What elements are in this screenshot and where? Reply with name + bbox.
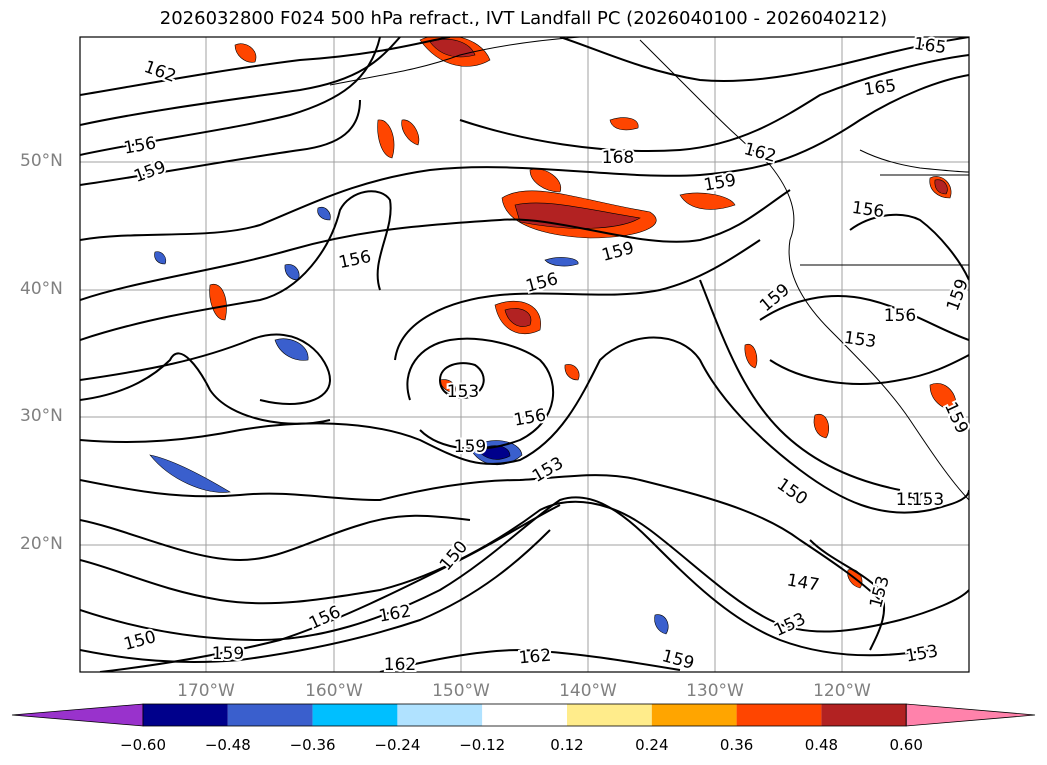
warm-patch (529, 168, 562, 193)
colorbar-tick-label: 0.24 (635, 736, 669, 754)
lon-label-130w: 130°W (686, 681, 744, 701)
contour-label: 153 (912, 490, 944, 510)
colorbar-tick-label: −0.12 (459, 736, 506, 754)
colorbar-segment (143, 704, 228, 726)
cool-patch (654, 614, 669, 635)
warm-patch (439, 379, 456, 393)
colorbar-segment (312, 704, 398, 726)
colorbar (11, 703, 1036, 727)
warm-patch (564, 364, 580, 381)
warm-core (934, 179, 948, 195)
lon-label-170w: 170°W (177, 681, 235, 701)
contour-label: 162 (518, 646, 552, 669)
warm-patch (234, 43, 257, 63)
lat-label-40n: 40°N (20, 279, 63, 299)
contour-label: 159 (212, 644, 244, 664)
warm-patch (401, 119, 420, 146)
map-title: 2026032800 F024 500 hPa refract., IVT La… (159, 8, 888, 29)
colorbar-tick-label: 0.36 (719, 736, 754, 754)
colorbar-segment (482, 704, 567, 726)
colorbar-segment (567, 704, 652, 726)
lon-label-150w: 150°W (432, 681, 490, 701)
contour-label: 156 (884, 306, 916, 326)
cool-patch (154, 251, 167, 265)
warm-patch (744, 343, 758, 369)
warm-patch (929, 383, 957, 411)
colorbar-segment (821, 704, 907, 726)
warm-patch (609, 117, 639, 131)
colorbar-tick-label: 0.48 (804, 736, 839, 754)
cool-patch (149, 454, 231, 493)
warm-core (504, 308, 532, 327)
warm-patch (377, 119, 395, 159)
warm-patch (813, 413, 829, 439)
warm-patch (679, 192, 736, 210)
colorbar-segment (736, 704, 822, 726)
colorbar-frame (142, 703, 907, 727)
refractivity-contours (80, 37, 969, 672)
contour-label: 153 (904, 641, 939, 666)
coastlines (329, 37, 969, 501)
contour-label: 162 (384, 655, 416, 675)
colorbar-tick-label: −0.60 (120, 736, 166, 754)
cool-patch (544, 257, 579, 267)
plot-frame (79, 36, 970, 673)
contour-label: 150 (896, 490, 928, 510)
colorbar-extend-low (11, 703, 144, 727)
contour-label: 159 (454, 437, 486, 457)
ivt-shading (149, 37, 957, 635)
warm-patch (209, 283, 227, 321)
cool-patch (274, 338, 309, 361)
contour-label: 165 (863, 76, 898, 100)
contour-label: 168 (602, 148, 634, 168)
lon-label-160w: 160°W (305, 681, 363, 701)
colorbar-tick-label: 0.60 (889, 736, 923, 754)
lon-label-120w: 120°W (813, 681, 871, 701)
colorbar-segment (397, 704, 483, 726)
lat-label-20n: 20°N (20, 534, 63, 554)
colorbar-extend-high (905, 703, 1036, 727)
plot-area (80, 37, 969, 672)
colorbar-tick-label: −0.36 (289, 736, 336, 754)
cool-patch (317, 207, 331, 221)
colorbar-segment (651, 704, 737, 726)
lat-label-30n: 30°N (20, 406, 63, 426)
lon-label-140w: 140°W (559, 681, 617, 701)
colorbar-tick-label: −0.48 (204, 736, 251, 754)
colorbar-tick-label: 0.12 (550, 736, 584, 754)
contour-label: 153 (447, 382, 479, 402)
lat-label-50n: 50°N (20, 151, 63, 171)
colorbar-tick-label: −0.24 (374, 736, 421, 754)
warm-core (429, 38, 476, 58)
colorbar-segment (227, 704, 313, 726)
